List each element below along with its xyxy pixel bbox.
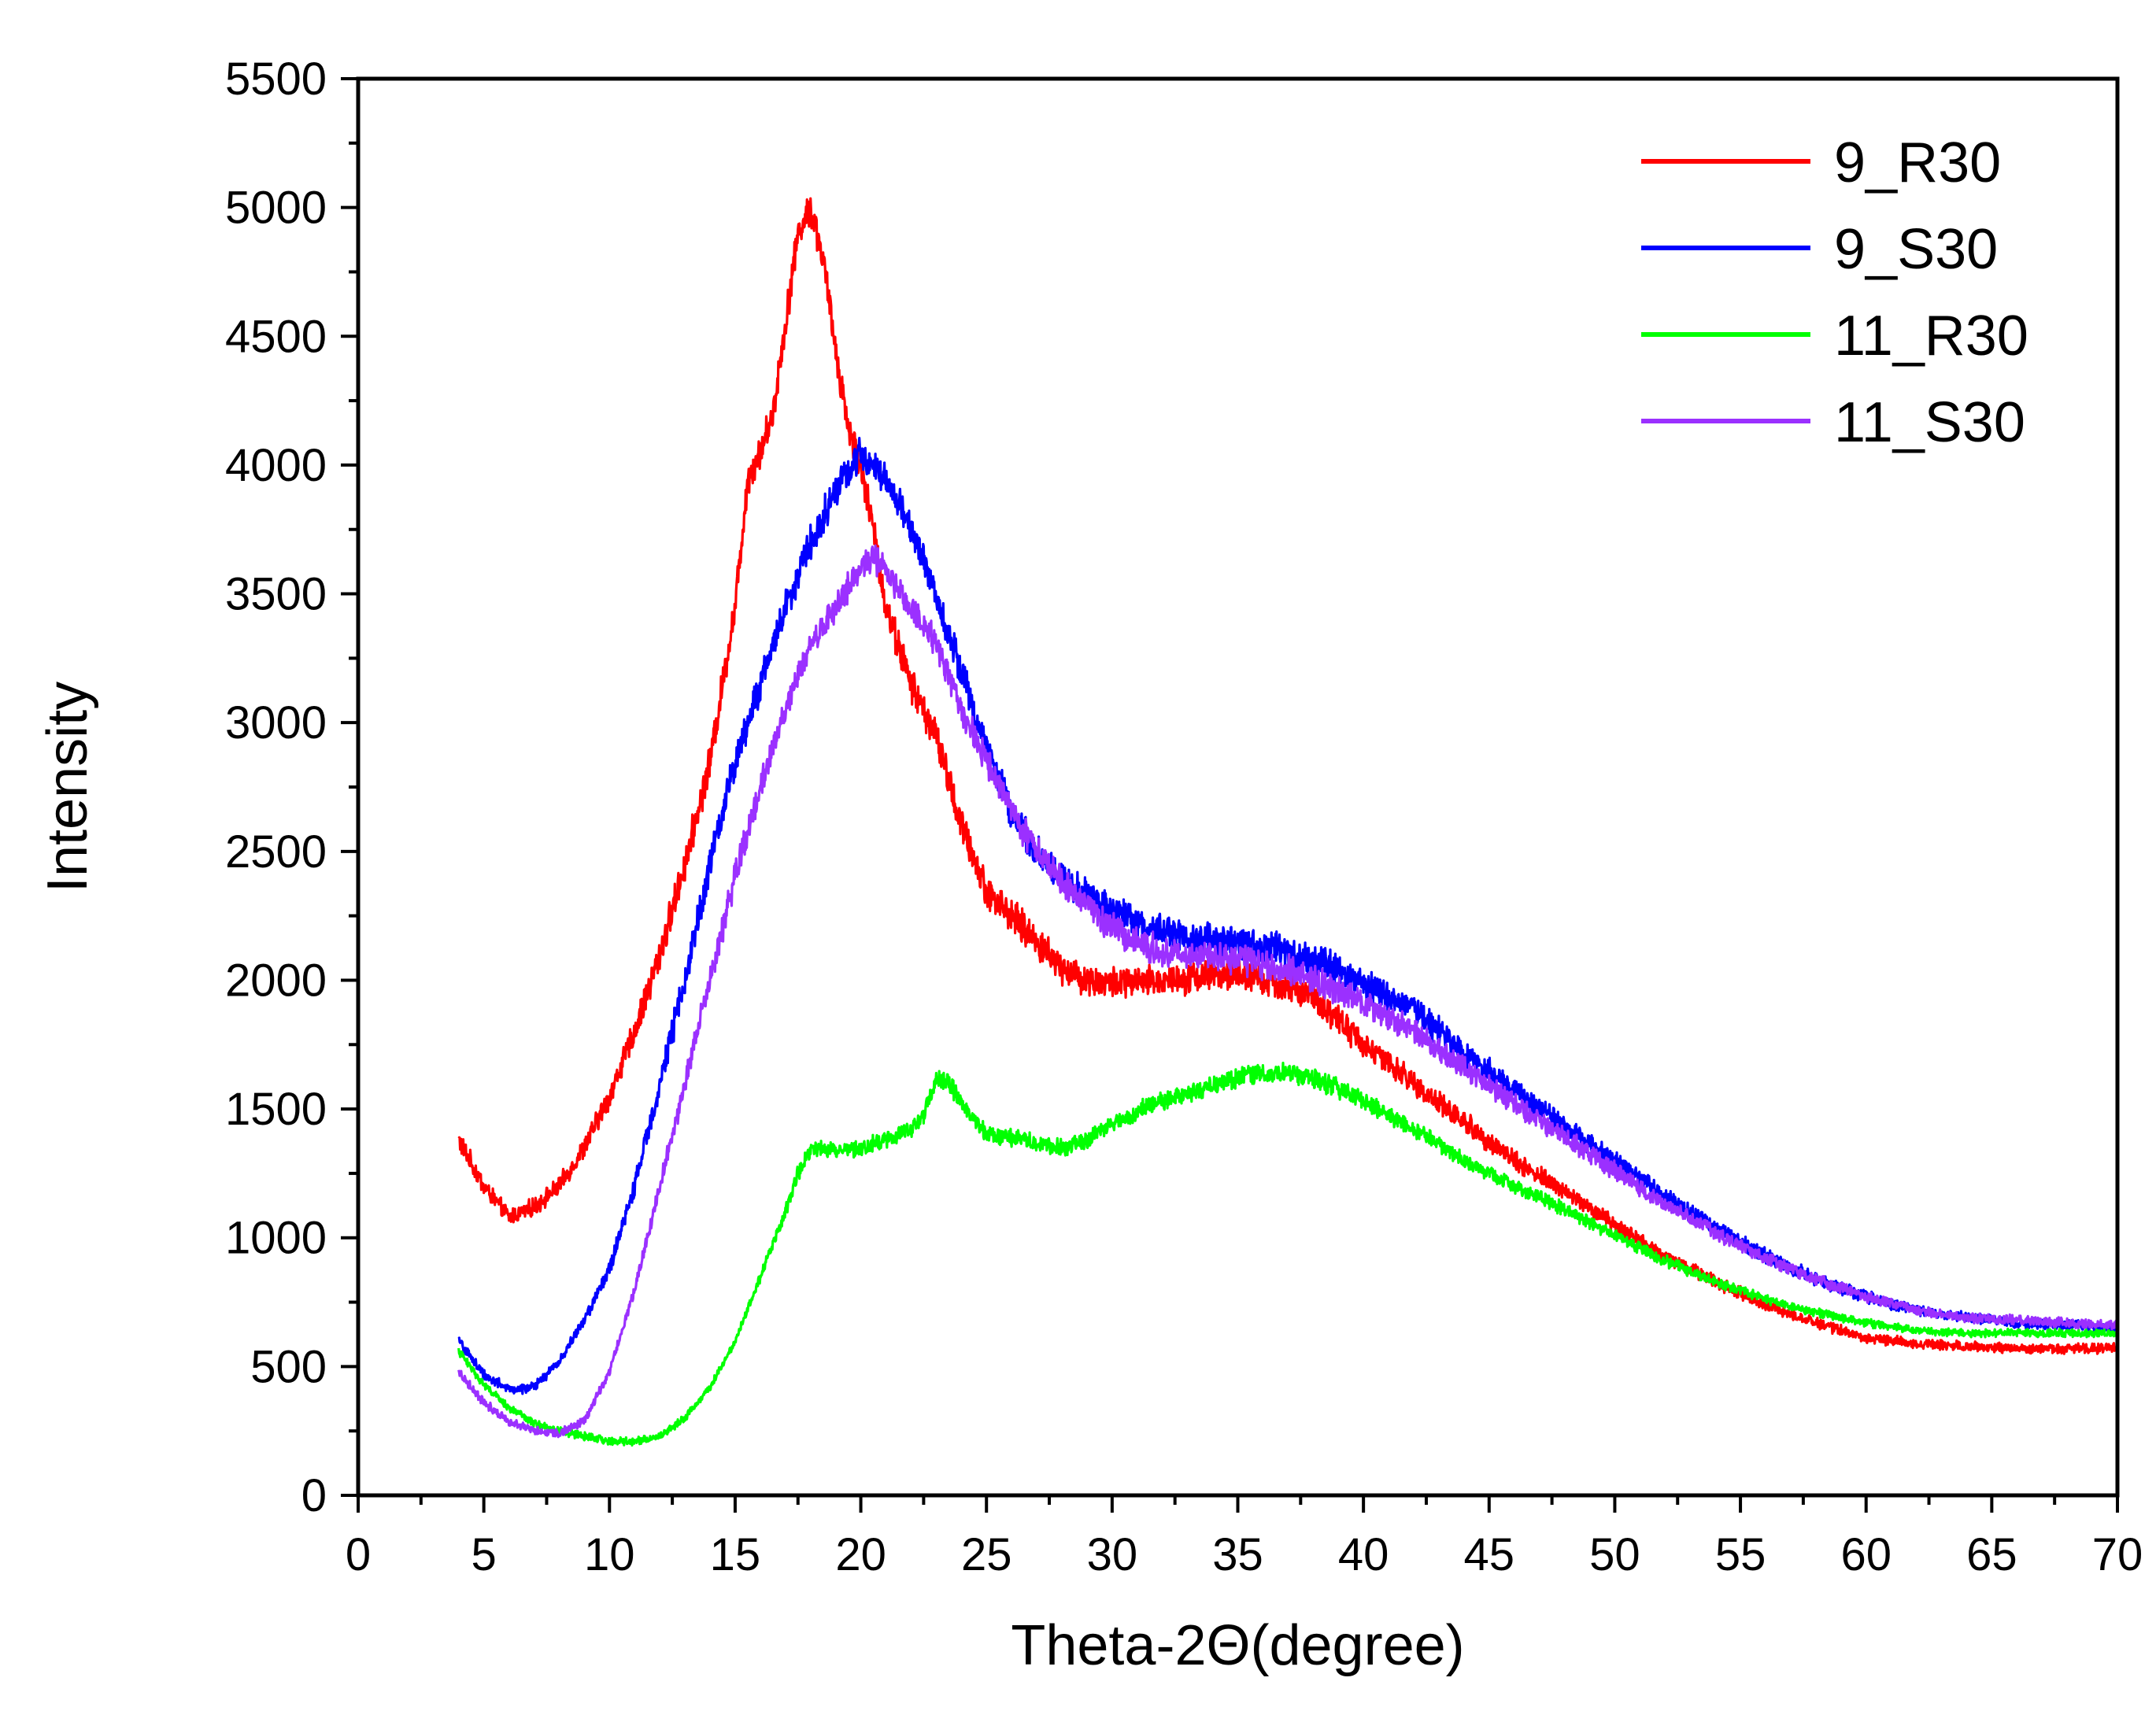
x-tick-label: 15 xyxy=(710,1529,761,1580)
x-tick-label: 25 xyxy=(961,1529,1012,1580)
y-tick-label: 4000 xyxy=(225,440,327,491)
y-tick-label: 2000 xyxy=(225,955,327,1006)
x-tick-label: 70 xyxy=(2092,1529,2143,1580)
y-tick-label: 1500 xyxy=(225,1084,327,1135)
x-tick-label: 10 xyxy=(584,1529,635,1580)
y-tick-label: 3000 xyxy=(225,697,327,748)
y-axis-title: Intensity xyxy=(36,682,99,892)
y-tick-label: 5000 xyxy=(225,183,327,234)
x-tick-label: 45 xyxy=(1464,1529,1515,1580)
y-tick-label: 4500 xyxy=(225,311,327,362)
x-tick-label: 30 xyxy=(1087,1529,1138,1580)
legend-label: 9_R30 xyxy=(1834,131,2001,194)
legend-label: 9_S30 xyxy=(1834,218,1998,281)
x-tick-label: 60 xyxy=(1840,1529,1892,1580)
x-axis-title: Theta-2Θ(degree) xyxy=(1011,1614,1464,1677)
x-axis-ticks: 0 5 10 15 20 25 30 35 40 45 50 55 60 65 70 xyxy=(346,1495,2143,1580)
series-line-9-r30 xyxy=(457,197,2118,1355)
x-tick-label: 20 xyxy=(835,1529,886,1580)
x-tick-label: 50 xyxy=(1589,1529,1640,1580)
x-tick-label: 5 xyxy=(472,1529,497,1580)
series-layer xyxy=(457,197,2119,1447)
x-tick-label: 0 xyxy=(346,1529,371,1580)
y-tick-label: 500 xyxy=(250,1341,327,1392)
legend: 9_R30 9_S30 11_R30 11_S30 xyxy=(1641,131,2028,454)
series-line-11-s30 xyxy=(457,544,2119,1439)
x-tick-label: 65 xyxy=(1966,1529,2017,1580)
legend-label: 11_R30 xyxy=(1834,305,2028,368)
x-tick-label: 55 xyxy=(1715,1529,1766,1580)
series-line-11-r30 xyxy=(457,1062,2119,1447)
x-tick-label: 40 xyxy=(1338,1529,1389,1580)
legend-label: 11_S30 xyxy=(1834,391,2025,454)
x-tick-label: 35 xyxy=(1212,1529,1263,1580)
y-tick-label: 2500 xyxy=(225,826,327,878)
y-tick-label: 0 xyxy=(301,1470,327,1521)
y-tick-label: 5500 xyxy=(225,54,327,105)
y-axis-ticks: 0 500 1000 1500 2000 2500 3000 3500 4000 4500 5000… xyxy=(225,54,358,1521)
y-tick-label: 3500 xyxy=(225,569,327,620)
y-tick-label: 1000 xyxy=(225,1213,327,1264)
